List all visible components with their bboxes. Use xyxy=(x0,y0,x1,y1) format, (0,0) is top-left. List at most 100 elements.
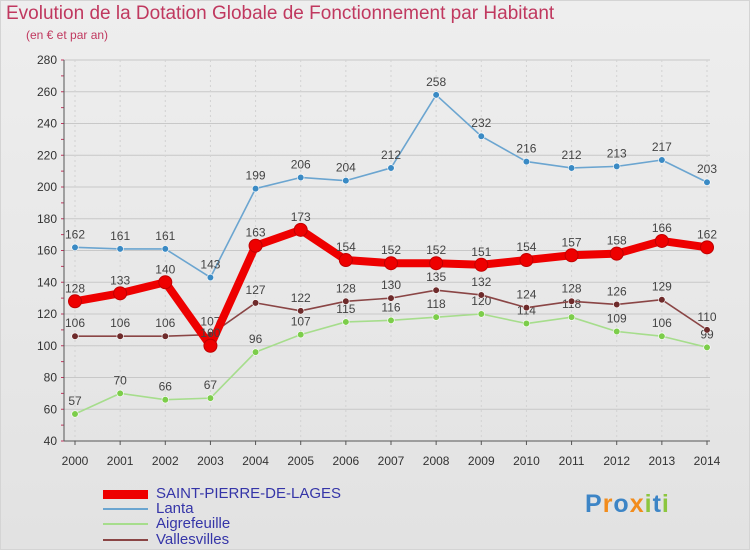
data-point-1 xyxy=(567,313,576,321)
data-label-0: 161 xyxy=(110,229,130,243)
data-point-3 xyxy=(609,246,624,261)
data-point-1 xyxy=(387,316,395,324)
data-point-0 xyxy=(477,132,485,140)
x-tick-label: 2002 xyxy=(152,454,179,468)
data-point-0 xyxy=(613,162,621,170)
data-label-1: 106 xyxy=(652,316,672,330)
data-point-3 xyxy=(519,253,534,268)
data-point-0 xyxy=(522,158,531,166)
data-point-2 xyxy=(116,332,124,340)
data-point-0 xyxy=(567,164,576,172)
chart-subtitle: (en € et par an) xyxy=(26,28,109,42)
data-label-1: 107 xyxy=(291,315,311,329)
x-tick-label: 2004 xyxy=(242,454,269,468)
data-label-3: 166 xyxy=(652,221,672,235)
data-point-2 xyxy=(658,296,666,304)
legend-swatch xyxy=(103,539,148,541)
x-tick-label: 2006 xyxy=(333,454,360,468)
logo-letter: x xyxy=(629,490,645,518)
data-label-1: 109 xyxy=(607,311,627,325)
x-tick-label: 2009 xyxy=(468,454,495,468)
data-point-1 xyxy=(161,396,169,404)
y-tick-label: 120 xyxy=(37,307,57,321)
x-tick-label: 2001 xyxy=(107,454,134,468)
data-point-2 xyxy=(477,291,485,299)
data-label-3: 100 xyxy=(200,326,220,340)
y-tick-label: 260 xyxy=(37,85,57,99)
legend-swatch xyxy=(103,523,148,525)
data-point-1 xyxy=(477,310,485,318)
data-label-0: 232 xyxy=(471,116,491,130)
y-tick-label: 100 xyxy=(37,339,57,353)
data-label-0: 212 xyxy=(381,148,401,162)
data-label-1: 116 xyxy=(381,300,400,314)
data-label-2: 128 xyxy=(562,281,582,295)
data-label-3: 157 xyxy=(562,235,582,249)
data-label-3: 158 xyxy=(607,234,627,248)
y-tick-label: 280 xyxy=(37,53,57,67)
data-label-0: 213 xyxy=(607,146,627,160)
data-label-0: 204 xyxy=(336,161,356,175)
data-point-1 xyxy=(342,318,350,326)
data-label-3: 152 xyxy=(381,243,401,257)
logo-letter: i xyxy=(644,490,653,518)
data-label-0: 217 xyxy=(652,140,672,154)
x-tick-label: 2007 xyxy=(378,454,405,468)
data-point-3 xyxy=(248,238,263,253)
legend-swatch xyxy=(103,508,148,510)
data-point-3 xyxy=(68,294,82,309)
data-label-2: 132 xyxy=(471,275,491,289)
data-label-3: 162 xyxy=(697,227,717,241)
data-point-3 xyxy=(654,233,669,248)
y-tick-label: 180 xyxy=(37,212,57,226)
x-tick-label: 2008 xyxy=(423,454,450,468)
data-point-0 xyxy=(116,245,124,253)
x-tick-label: 2013 xyxy=(649,454,676,468)
data-point-0 xyxy=(658,156,666,164)
logo-letter: i xyxy=(661,490,670,518)
legend-label: SAINT-PIERRE-DE-LAGES xyxy=(156,485,342,502)
data-point-3 xyxy=(384,256,398,271)
data-label-2: 106 xyxy=(110,316,130,330)
x-tick-label: 2010 xyxy=(513,454,540,468)
y-tick-label: 220 xyxy=(37,148,57,162)
data-point-2 xyxy=(387,294,395,302)
x-tick-label: 2011 xyxy=(559,454,585,468)
data-point-2 xyxy=(613,300,621,309)
logo-letter: P xyxy=(585,490,603,518)
x-tick-label: 2012 xyxy=(603,454,630,468)
data-point-2 xyxy=(161,332,169,340)
x-tick-label: 2003 xyxy=(197,454,224,468)
data-point-2 xyxy=(342,297,350,305)
data-point-3 xyxy=(429,256,444,271)
data-label-3: 133 xyxy=(110,273,130,287)
data-label-3: 154 xyxy=(336,240,356,254)
data-label-1: 118 xyxy=(427,297,446,311)
data-point-3 xyxy=(203,338,218,353)
data-label-0: 203 xyxy=(697,162,717,176)
data-label-1: 96 xyxy=(249,332,263,346)
data-point-1 xyxy=(432,313,440,321)
data-label-2: 129 xyxy=(652,280,672,294)
legend-label: Lanta xyxy=(156,500,194,517)
data-point-0 xyxy=(251,184,260,193)
x-tick-label: 2000 xyxy=(62,454,89,468)
data-label-1: 66 xyxy=(159,380,173,394)
data-point-0 xyxy=(206,273,215,282)
data-label-0: 161 xyxy=(155,229,175,243)
data-point-2 xyxy=(251,299,260,307)
y-tick-label: 240 xyxy=(37,117,57,131)
data-label-1: 67 xyxy=(204,378,218,392)
data-point-2 xyxy=(432,286,440,294)
data-label-2: 106 xyxy=(65,316,85,330)
data-point-1 xyxy=(613,327,621,336)
x-tick-label: 2014 xyxy=(694,454,721,468)
data-point-2 xyxy=(567,297,576,305)
data-label-0: 143 xyxy=(200,257,220,271)
data-label-1: 120 xyxy=(471,294,491,308)
data-label-1: 57 xyxy=(68,394,82,408)
data-point-0 xyxy=(297,173,305,182)
data-label-1: 70 xyxy=(113,373,127,387)
data-point-0 xyxy=(387,164,395,172)
data-point-2 xyxy=(703,326,711,334)
